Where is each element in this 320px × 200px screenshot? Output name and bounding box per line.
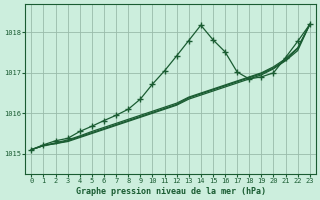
X-axis label: Graphe pression niveau de la mer (hPa): Graphe pression niveau de la mer (hPa) — [76, 187, 266, 196]
